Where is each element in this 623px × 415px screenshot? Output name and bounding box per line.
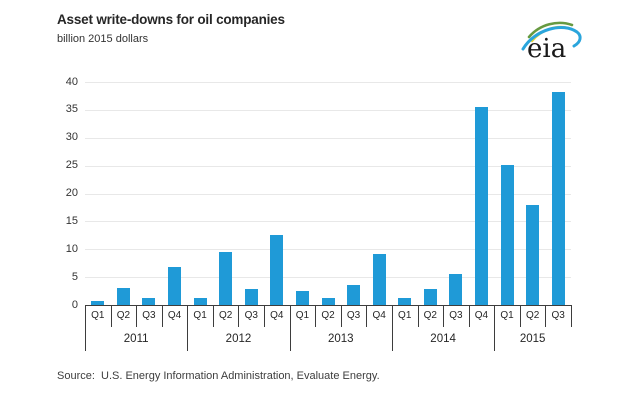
gridline (85, 109, 571, 111)
y-axis-tick-label: 15 (65, 214, 78, 227)
bar (116, 288, 130, 305)
quarter-separator-line (417, 305, 419, 327)
x-axis-quarter-label: Q4 (474, 310, 489, 321)
bar (244, 288, 258, 305)
year-separator-line (85, 305, 86, 351)
bar (423, 288, 437, 305)
x-axis-year-label: 2012 (225, 333, 252, 345)
eia-logo-swoosh-icon (521, 21, 582, 51)
gridline (85, 165, 571, 167)
x-axis-year-label: 2011 (123, 333, 149, 345)
quarter-separator-line (315, 305, 317, 327)
bar (168, 267, 182, 305)
bar (347, 285, 361, 305)
y-axis-tick-label: 30 (65, 131, 78, 144)
bar (474, 106, 488, 305)
bar (551, 92, 565, 305)
quarter-separator-line (519, 305, 521, 327)
y-axis-tick-label: 10 (65, 242, 78, 255)
y-axis-tick-label: 0 (71, 298, 78, 311)
quarter-separator-line (161, 305, 163, 327)
x-axis-year-label: 2013 (327, 333, 354, 345)
x-axis-quarter-label: Q1 (398, 310, 412, 321)
bar (295, 291, 309, 305)
y-axis-tick-label: 25 (65, 159, 78, 172)
quarter-separator-line (238, 305, 240, 327)
quarter-separator-line (366, 305, 368, 327)
bar (526, 204, 540, 305)
year-separator-line (391, 305, 393, 351)
x-axis-quarter-label: Q3 (346, 310, 361, 321)
quarter-separator-line (212, 305, 214, 327)
x-axis-quarter-label: Q3 (449, 310, 463, 321)
gridline (85, 277, 571, 279)
quarter-separator-line (340, 305, 342, 327)
x-axis-quarter-label: Q3 (551, 310, 565, 321)
x-axis-year-label: 2015 (519, 333, 546, 345)
eia-logo: eia (515, 14, 595, 70)
quarter-separator-line (110, 305, 112, 327)
gridline (85, 249, 571, 251)
x-axis-quarter-label: Q2 (423, 310, 437, 321)
quarter-separator-line (545, 305, 547, 327)
bar (321, 298, 335, 305)
quarter-separator-line (443, 305, 445, 327)
x-axis-quarter-label: Q4 (167, 310, 182, 321)
x-axis-quarter-label: Q2 (219, 310, 233, 321)
bar (500, 164, 514, 305)
year-separator-line (187, 305, 189, 351)
gridline (85, 193, 571, 195)
bar (193, 297, 207, 305)
bar (142, 298, 156, 305)
quarter-separator-line (136, 305, 138, 327)
year-separator-line (289, 305, 291, 351)
axis-end-line (571, 305, 572, 327)
gridline (85, 221, 571, 223)
y-axis-tick-label: 40 (65, 75, 78, 88)
x-axis-line (85, 305, 572, 306)
bar (398, 298, 412, 305)
x-axis-quarter-label: Q3 (142, 310, 156, 321)
quarter-separator-line (468, 305, 470, 327)
y-axis-tick-label: 35 (65, 103, 78, 116)
x-axis-quarter-label: Q4 (372, 310, 386, 321)
x-axis-quarter-label: Q3 (244, 310, 258, 321)
x-axis-quarter-label: Q1 (91, 310, 105, 321)
x-axis-quarter-label: Q4 (270, 310, 284, 321)
x-axis-year-label: 2014 (430, 333, 456, 345)
source-note: Source: U.S. Energy Information Administ… (57, 370, 380, 382)
gridline (85, 82, 571, 83)
x-axis-quarter-label: Q2 (321, 310, 335, 321)
x-axis-quarter-label: Q1 (295, 310, 310, 321)
y-axis-tick-label: 5 (71, 270, 78, 283)
chart-title: Asset write-downs for oil companies (57, 12, 285, 27)
eia-logo-text: eia (527, 34, 567, 64)
chart-subtitle: billion 2015 dollars (57, 33, 149, 45)
bar (372, 253, 386, 305)
bar (270, 235, 284, 305)
x-axis-quarter-label: Q1 (193, 310, 207, 321)
year-separator-line (494, 305, 496, 351)
x-axis-quarter-label: Q1 (500, 310, 514, 321)
bar (219, 252, 233, 305)
bar (449, 274, 463, 305)
bar (91, 300, 105, 305)
x-axis-quarter-label: Q2 (116, 310, 131, 321)
gridline (85, 137, 571, 139)
quarter-separator-line (264, 305, 266, 327)
x-axis-quarter-label: Q2 (525, 310, 540, 321)
y-axis-tick-label: 20 (65, 187, 78, 199)
